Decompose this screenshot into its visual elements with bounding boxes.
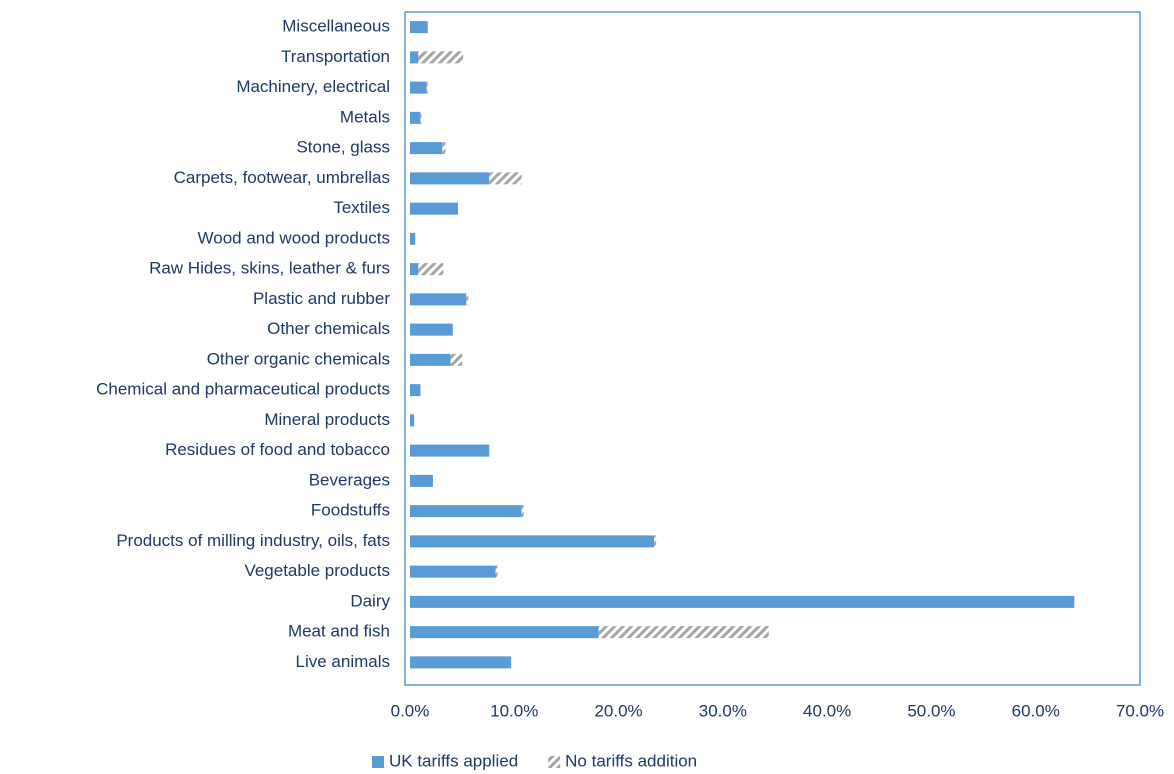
legend-swatch [548, 756, 561, 768]
y-tick-label: Chemical and pharmaceutical products [96, 380, 390, 399]
y-tick-label: Residues of food and tobacco [165, 440, 390, 459]
bar [410, 656, 512, 669]
x-tick-label: 30.0% [699, 701, 747, 720]
bar [410, 21, 428, 34]
bar [410, 414, 415, 427]
legend-label: UK tariffs applied [389, 751, 518, 770]
y-tick-label: Miscellaneous [282, 17, 390, 36]
y-tick-label: Raw Hides, skins, leather & furs [149, 259, 390, 278]
y-tick-label: Other organic chemicals [207, 349, 390, 368]
legend-swatch [372, 756, 384, 768]
bar [521, 505, 524, 518]
x-tick-label: 50.0% [907, 701, 955, 720]
bar [410, 142, 443, 155]
y-tick-label: Metals [340, 107, 390, 126]
bar [410, 81, 427, 94]
x-tick-label: 10.0% [490, 701, 538, 720]
bar [410, 505, 522, 518]
y-tick-label: Vegetable products [244, 561, 390, 580]
bar [410, 626, 599, 639]
bar [450, 353, 463, 366]
y-tick-label: Foodstuffs [311, 501, 390, 520]
bar [418, 263, 444, 276]
y-tick-label: Dairy [350, 591, 390, 610]
bar [410, 474, 433, 487]
bar [442, 142, 446, 155]
y-tick-label: Products of milling industry, oils, fats [116, 531, 390, 550]
y-tick-label: Meat and fish [288, 622, 390, 641]
bar [420, 111, 422, 124]
x-tick-label: 0.0% [391, 701, 430, 720]
bar [426, 81, 428, 94]
y-tick-label: Transportation [281, 47, 390, 66]
bar [410, 444, 490, 457]
x-tick-label: 40.0% [803, 701, 851, 720]
y-tick-label: Machinery, electrical [236, 77, 390, 96]
bar [410, 232, 416, 245]
bar [489, 172, 522, 185]
bar [410, 353, 451, 366]
bar [410, 595, 1075, 608]
bar [410, 323, 453, 336]
bar [495, 565, 498, 578]
x-tick-label: 20.0% [594, 701, 642, 720]
y-tick-label: Mineral products [264, 410, 390, 429]
bar [598, 626, 769, 639]
bar [654, 535, 657, 548]
bar [466, 293, 469, 306]
x-tick-label: 60.0% [1012, 701, 1060, 720]
bar [410, 263, 419, 276]
bar [410, 51, 419, 64]
plot-frame [404, 11, 1141, 686]
bar [410, 293, 467, 306]
y-tick-label: Other chemicals [267, 319, 390, 338]
y-tick-label: Stone, glass [296, 138, 390, 157]
y-tick-label: Carpets, footwear, umbrellas [174, 168, 390, 187]
legend-label: No tariffs addition [565, 751, 697, 770]
bar [410, 202, 458, 215]
bar [410, 565, 496, 578]
y-tick-label: Wood and wood products [198, 228, 390, 247]
bar [410, 111, 421, 124]
bar [410, 172, 490, 185]
bar [410, 384, 421, 397]
bar [418, 51, 464, 64]
x-tick-label: 70.0% [1116, 701, 1164, 720]
y-tick-label: Plastic and rubber [253, 289, 390, 308]
y-tick-label: Beverages [309, 470, 390, 489]
y-tick-label: Textiles [333, 198, 390, 217]
y-tick-label: Live animals [296, 652, 391, 671]
bar [410, 535, 655, 548]
